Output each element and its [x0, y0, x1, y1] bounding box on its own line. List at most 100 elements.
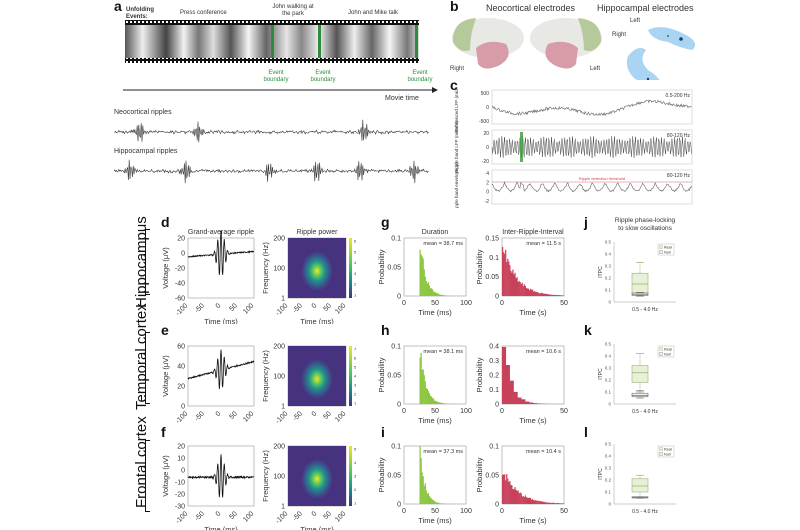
- histogram-bar: [509, 481, 511, 504]
- y-tick-label: 0: [608, 300, 611, 305]
- histogram-bar: [535, 291, 537, 296]
- histogram-bar: [548, 294, 550, 296]
- y-tick-label: 0.4: [605, 454, 612, 459]
- histogram-bar: [545, 502, 547, 504]
- right-hemisphere: [452, 18, 524, 69]
- histogram-bar: [521, 496, 523, 504]
- y-tick-label: 200: [273, 344, 285, 351]
- histogram-bar: [502, 247, 504, 296]
- x-tick-label: 50: [431, 300, 439, 307]
- histogram-bar: [542, 502, 544, 504]
- real-box: [631, 272, 649, 294]
- histogram-bar: [432, 291, 435, 296]
- histogram-bar: [423, 269, 425, 296]
- histogram-bar: [521, 399, 526, 404]
- chart-title: Ripple power: [297, 229, 339, 236]
- histogram-bar: [429, 288, 432, 296]
- histogram-bar: [444, 295, 446, 296]
- y-tick-label: 40: [177, 364, 185, 371]
- panel-label-g: g: [381, 214, 390, 230]
- event-boundary-label-2: Event boundary: [310, 70, 336, 83]
- histogram-bar: [421, 472, 423, 504]
- detected-ripple-highlight: [520, 132, 523, 162]
- histogram-bar: [420, 352, 422, 404]
- histogram-bar: [425, 490, 427, 504]
- histogram-bar: [524, 495, 526, 504]
- histogram-bar: [445, 403, 447, 404]
- histogram-bar: [437, 401, 439, 404]
- histogram-bar: [544, 502, 546, 504]
- histogram-bar: [438, 402, 440, 404]
- histogram-bar: [518, 280, 520, 296]
- histogram-bar: [541, 292, 543, 296]
- hippocampal-ripples-label: Hippocampal ripples: [114, 148, 178, 155]
- colorbar-tick-label: 1: [354, 293, 357, 298]
- histogram-bar: [545, 293, 547, 296]
- histogram-bar: [510, 484, 512, 504]
- heatmap-peak-blob: [301, 459, 333, 499]
- x-tick-label: -50: [194, 410, 206, 422]
- y-tick-label: 0.1: [489, 387, 499, 394]
- x-axis-label: 0.5 - 4.0 Hz: [632, 307, 658, 313]
- histogram-bar: [548, 502, 550, 504]
- x-tick-label: -50: [292, 410, 304, 422]
- histogram-bar: [536, 403, 541, 404]
- histogram-bar: [502, 474, 504, 504]
- y-axis-label: ITPC: [598, 468, 604, 480]
- x-tick-label: 0: [500, 408, 504, 415]
- y-tick-label: -20: [175, 492, 185, 499]
- y-tick-label: 0: [181, 404, 185, 411]
- chart-iri-frontal: 0.1 0.05 00 50 Time (s) Probability mean = 10.…: [476, 444, 568, 526]
- histogram-bar: [529, 288, 532, 296]
- histogram-bar: [432, 500, 435, 504]
- histogram-bar: [443, 295, 445, 296]
- histogram-bar: [509, 265, 511, 296]
- y-tick-label: 0.05: [387, 265, 401, 272]
- histogram-bar: [430, 396, 433, 404]
- histogram-bar: [505, 480, 507, 504]
- histogram-bar: [513, 274, 515, 296]
- histogram-bar: [430, 288, 433, 296]
- histogram-bar: [556, 295, 558, 296]
- colorbar-tick-label: 4: [354, 460, 357, 465]
- histogram-bar: [419, 249, 421, 296]
- y-tick-label: 0.1: [489, 444, 499, 451]
- y-tick-label: 0.5: [605, 442, 612, 447]
- histogram-bar: [561, 503, 564, 504]
- x-tick-label: 0: [500, 508, 504, 515]
- ripple-trace-line: [114, 159, 429, 184]
- histogram-bar: [546, 294, 548, 296]
- y-tick-label: 0: [181, 468, 185, 475]
- histogram-bar: [435, 292, 437, 296]
- x-axis-label: Time (ms): [300, 317, 334, 324]
- y-axis-label: Probability: [378, 457, 386, 492]
- histogram-bar: [420, 254, 422, 296]
- y-tick-label: 0.2: [489, 373, 499, 380]
- legend-swatch-null: [659, 452, 663, 456]
- histogram-bar: [553, 502, 555, 504]
- histogram-bar: [438, 293, 440, 296]
- x-tick-label: 50: [322, 510, 333, 521]
- colorbar-tick-label: 6: [354, 356, 357, 361]
- histogram-bar: [509, 380, 514, 404]
- histogram-bar: [550, 502, 552, 504]
- legend-swatch-real: [659, 347, 663, 351]
- histogram-bar: [531, 499, 534, 504]
- x-axis-label: Time (ms): [418, 516, 452, 525]
- histogram-bar: [507, 258, 509, 296]
- histogram-bar: [437, 293, 439, 296]
- chart-title-line1: Ripple phase-locking: [615, 217, 676, 224]
- histogram-bar: [430, 498, 433, 504]
- mean-annotation: mean = 38.1 ms: [423, 349, 463, 355]
- x-tick-label: -50: [292, 510, 304, 522]
- y-tick-label: 0.1: [391, 236, 401, 243]
- trace-ytick: 20: [483, 131, 489, 137]
- trace-band-label: 80-120 Hz: [667, 133, 691, 139]
- histogram-bar: [534, 500, 536, 504]
- legend-label-real: Real: [664, 246, 672, 250]
- x-tick-label: 100: [460, 508, 472, 515]
- colorbar: [349, 446, 352, 506]
- histogram-bar: [444, 403, 446, 404]
